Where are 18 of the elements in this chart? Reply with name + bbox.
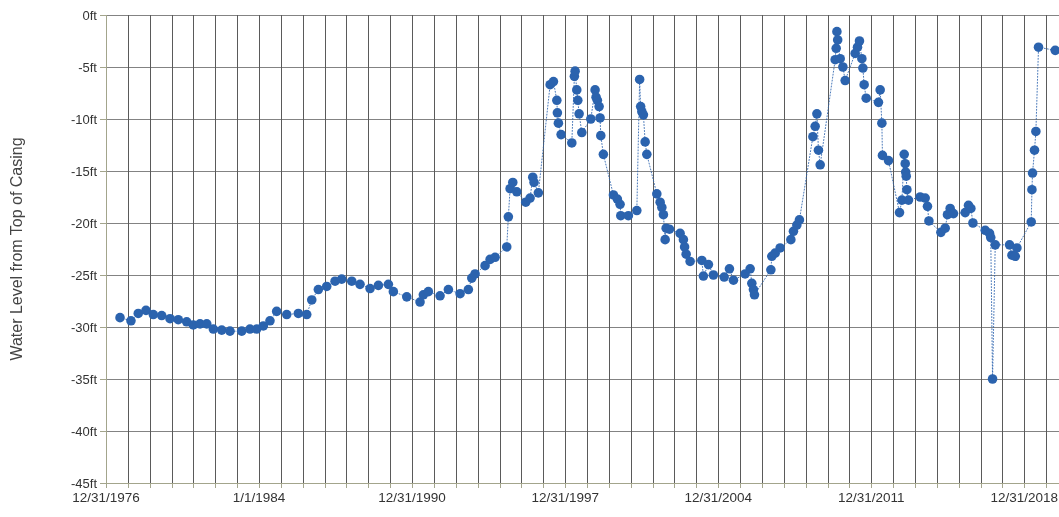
y-tick-label: -30ft — [70, 319, 98, 335]
y-tick-label: -10ft — [70, 111, 98, 127]
x-tick-label: 12/31/1997 — [531, 490, 599, 505]
y-tick-label: 0ft — [82, 7, 98, 23]
y-axis-title: Water Level from Top of Casing — [8, 137, 25, 361]
x-tick-label: 12/31/1990 — [378, 490, 446, 505]
y-tick-label: -20ft — [70, 215, 98, 231]
x-tick-label: 1/1/1984 — [232, 490, 286, 505]
x-tick-label: 12/31/2004 — [684, 490, 753, 505]
y-tick-label: -40ft — [70, 423, 98, 439]
y-tick-label: -25ft — [70, 267, 98, 283]
x-tick-label: 12/31/2018 — [990, 490, 1059, 505]
y-tick-label: -5ft — [78, 59, 98, 75]
x-tick-label: 12/31/1976 — [72, 490, 140, 505]
y-tick-label: -45ft — [70, 475, 98, 491]
y-tick-label: -35ft — [70, 371, 98, 387]
x-tick-label: 12/31/2011 — [837, 490, 905, 505]
y-tick-label: -15ft — [70, 163, 98, 179]
